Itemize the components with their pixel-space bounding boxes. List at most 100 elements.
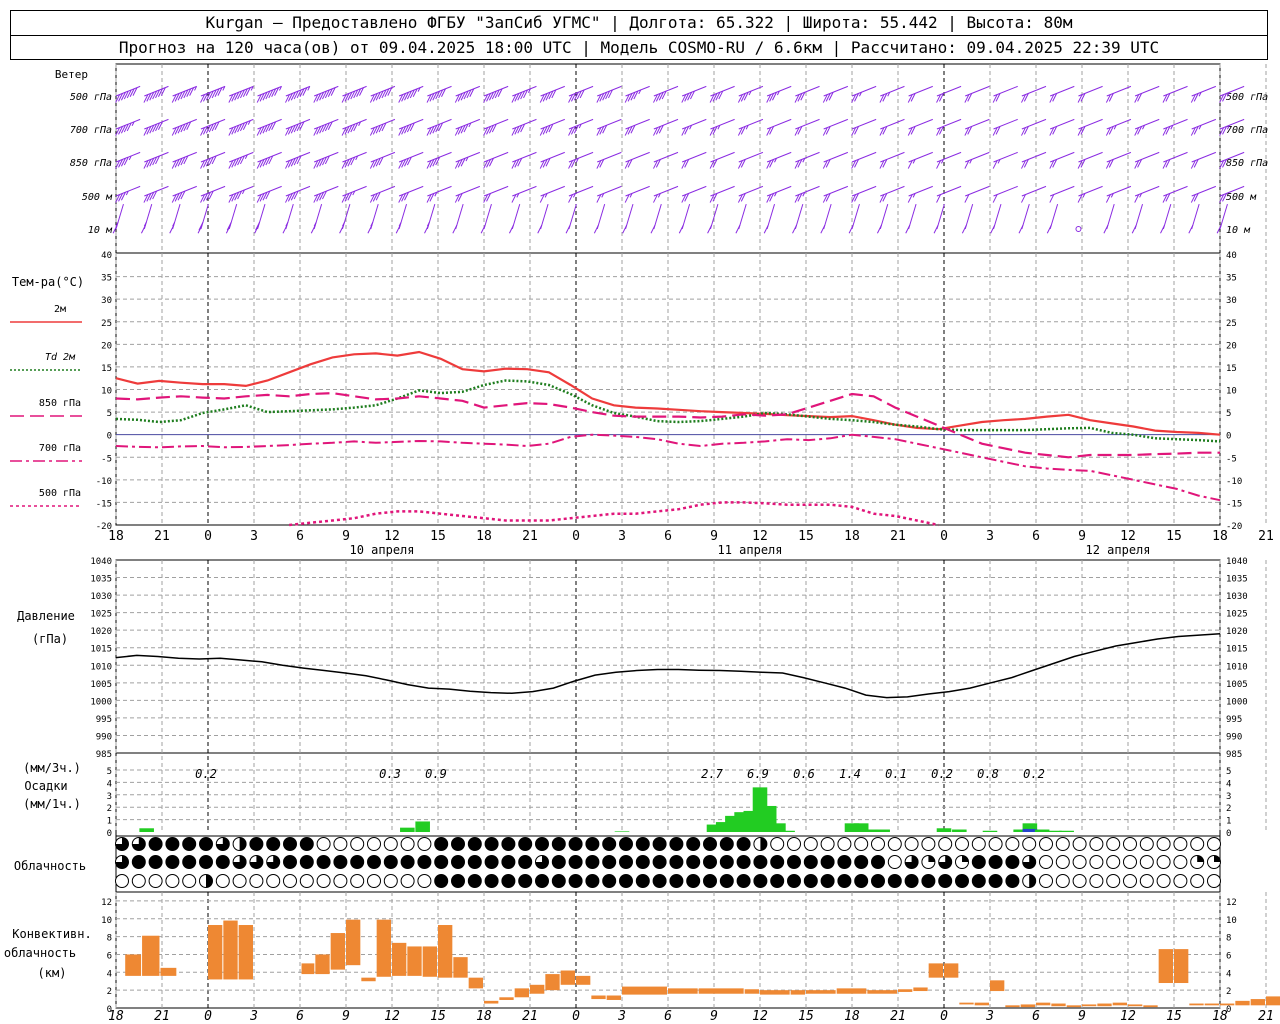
wind-barb-staff — [1106, 151, 1132, 163]
circle-fill-fraction-icon — [1106, 837, 1121, 851]
wind-barb-icon — [511, 85, 537, 103]
wind-barb-staff — [625, 185, 650, 197]
series-line-4 — [289, 501, 939, 527]
cloud-symbol-fill — [837, 874, 851, 888]
circle-fill-fraction-icon — [232, 874, 247, 888]
wind-barb-icon — [596, 118, 622, 136]
convective-bar — [468, 977, 483, 989]
wind-barb-feather — [157, 88, 163, 97]
wind-barb-icon — [339, 203, 351, 234]
wind-barb-feather — [256, 94, 262, 103]
wind-barb-feather — [514, 93, 520, 102]
wind-barb-staff — [880, 151, 905, 163]
cloud-symbol-fill — [350, 855, 364, 869]
wind-barb-feather — [992, 160, 998, 169]
cloud-symbol-outline — [1072, 855, 1087, 869]
tick-label-y: 1040 — [1226, 557, 1248, 567]
wind-barb-staff — [1191, 203, 1200, 230]
wind-barb-feather — [434, 192, 438, 197]
wind-barb-feather — [239, 122, 245, 132]
circle-fill-fraction-icon — [1055, 855, 1070, 869]
wind-barb-icon — [709, 151, 735, 169]
cloud-symbol-outline — [215, 874, 230, 888]
convective-bar — [576, 975, 591, 985]
wind-barb-staff — [1134, 203, 1144, 230]
wind-barb-feather — [265, 156, 271, 166]
wind-barb-icon — [992, 185, 1018, 203]
wind-barb-feather — [523, 89, 528, 99]
wind-barb-staff — [908, 185, 933, 197]
wind-barb-staff — [1163, 118, 1188, 130]
circle-fill-fraction-icon — [921, 855, 936, 869]
wind-barb-icon — [851, 85, 877, 103]
wind-barb-feather — [278, 86, 282, 91]
wind-barb-icon — [511, 185, 537, 203]
wind-barb-feather — [239, 155, 245, 165]
wind-barb-icon — [964, 85, 990, 103]
convective-bar — [125, 954, 142, 976]
wind-barb-feather — [256, 160, 262, 169]
cloud-symbol-outline — [283, 874, 297, 888]
wind-barb-feather — [520, 123, 526, 133]
circle-fill-fraction-icon — [787, 874, 801, 888]
wind-barb-staff — [1163, 85, 1188, 97]
wind-barb-feather — [146, 159, 152, 168]
cloud-symbol-fill — [132, 855, 146, 869]
convective-bar — [806, 990, 836, 994]
circle-fill-fraction-icon — [434, 837, 449, 851]
wind-barb-feather — [684, 159, 690, 168]
wind-barb-feather — [622, 225, 628, 234]
circle-fill-fraction-icon — [652, 855, 667, 869]
cloud-symbol-outline — [1089, 855, 1104, 869]
cloud-symbol-fill — [333, 855, 347, 869]
wind-barb-feather — [1105, 94, 1111, 103]
circle-fill-fraction-icon — [148, 874, 163, 888]
wind-barb-feather — [745, 125, 749, 130]
circle-fill-fraction-icon — [854, 855, 869, 869]
wind-barb-feather — [350, 156, 356, 166]
wind-barb-feather — [593, 225, 599, 234]
precip-bar — [780, 830, 795, 832]
wind-barb-feather — [132, 87, 138, 96]
wind-barb-feather — [342, 222, 345, 227]
wind-barb-icon — [483, 185, 509, 203]
cloud-symbol-fill — [787, 874, 801, 888]
cloud-symbol-fill — [485, 855, 499, 869]
wind-barb-feather — [718, 90, 724, 100]
tick-label-y: 1 — [1226, 817, 1231, 827]
tick-label-y: 1030 — [1226, 592, 1248, 602]
tick-label-y: 1030 — [90, 592, 112, 602]
wind-barb-feather — [319, 192, 325, 201]
wind-barb-feather — [149, 125, 155, 134]
circle-fill-fraction-icon — [686, 874, 701, 888]
wind-barb-feather — [712, 93, 718, 102]
convective-bar — [1189, 1003, 1204, 1006]
wind-barb-feather — [1077, 194, 1083, 203]
cloud-symbol-fill — [434, 855, 448, 869]
tick-label-x: 15 — [1166, 1009, 1182, 1024]
tick-label-x: 6 — [1032, 529, 1040, 544]
wind-barb-icon — [879, 185, 905, 203]
cloud-symbol-fill — [317, 855, 331, 869]
circle-fill-fraction-icon — [1005, 874, 1020, 888]
convective-bar — [622, 986, 667, 995]
wind-barb-feather — [417, 87, 421, 92]
tick-label-x: 0 — [572, 529, 580, 544]
wind-barb-icon — [511, 151, 537, 169]
wind-barb-feather — [794, 94, 800, 103]
cloud-symbol-fill — [804, 855, 818, 869]
wind-barb-staff — [653, 203, 662, 230]
wind-barb-feather — [353, 89, 359, 99]
precip-total-label: 0.3 — [379, 767, 401, 781]
wind-barb-feather — [171, 194, 177, 203]
tick-label-x: 21 — [522, 529, 538, 544]
wind-barb-feather — [369, 160, 375, 169]
wind-barb-feather — [214, 121, 220, 130]
legend-label: 500 гПа — [39, 488, 81, 499]
cloud-symbol-outline — [182, 874, 197, 888]
wind-barb-feather — [624, 94, 630, 103]
wind-barb-icon — [169, 203, 181, 234]
circle-fill-fraction-icon — [551, 874, 566, 888]
wind-barb-feather — [938, 126, 944, 135]
wind-barb-icon — [624, 185, 650, 203]
